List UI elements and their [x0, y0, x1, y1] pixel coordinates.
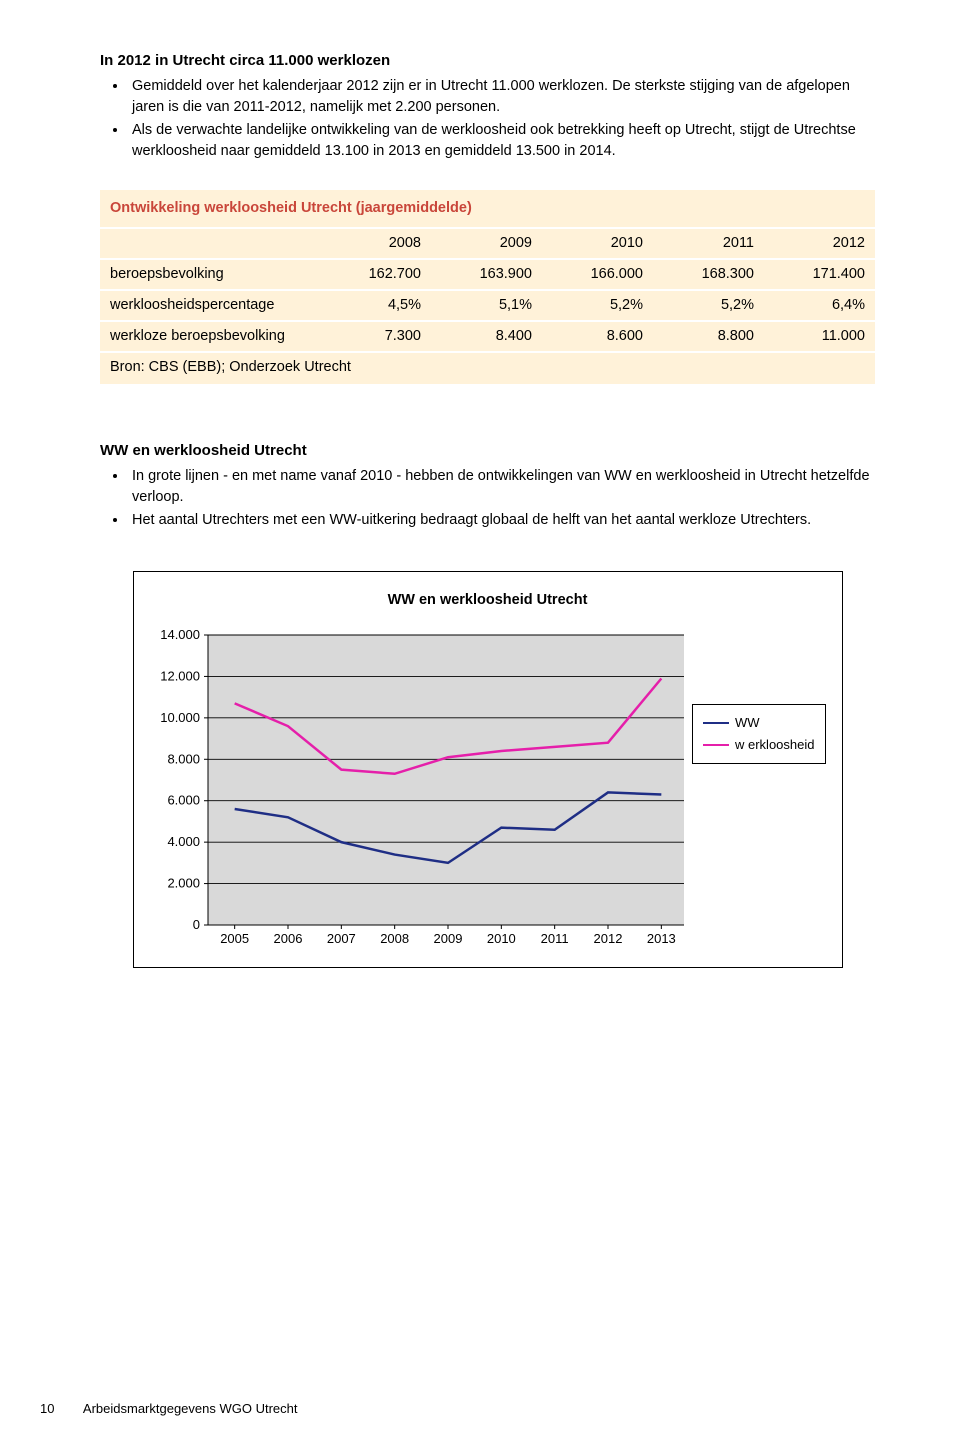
- line-chart: 0 2.000 4.000 6.000 8.000 10.000 12.000 14.000 2…: [150, 629, 685, 949]
- year-header: 2011: [653, 228, 764, 259]
- table-row: beroepsbevolking162.700163.900166.000168…: [100, 259, 875, 290]
- svg-text:2010: 2010: [486, 931, 515, 946]
- svg-text:4.000: 4.000: [167, 834, 200, 849]
- section2-bullets: In grote lijnen - en met name vanaf 2010…: [100, 466, 875, 531]
- svg-text:0: 0: [192, 917, 199, 932]
- cell: 6,4%: [764, 290, 875, 321]
- legend-item: w erkloosheid: [703, 736, 815, 755]
- footer-text: Arbeidsmarktgegevens WGO Utrecht: [83, 1401, 298, 1416]
- cell: 8.800: [653, 321, 764, 351]
- cell: 5,2%: [542, 290, 653, 321]
- section2-heading: WW en werkloosheid Utrecht: [100, 440, 875, 462]
- section1-bullets: Gemiddeld over het kalenderjaar 2012 zij…: [100, 76, 875, 162]
- year-header: 2010: [542, 228, 653, 259]
- cell: 4,5%: [320, 290, 431, 321]
- svg-text:6.000: 6.000: [167, 792, 200, 807]
- legend-item: WW: [703, 714, 815, 733]
- table-title: Ontwikkeling werkloosheid Utrecht (jaarg…: [100, 190, 875, 227]
- svg-text:10.000: 10.000: [160, 710, 200, 725]
- svg-text:2007: 2007: [326, 931, 355, 946]
- svg-text:2.000: 2.000: [167, 875, 200, 890]
- page-footer: 10 Arbeidsmarktgegevens WGO Utrecht: [0, 1400, 297, 1419]
- svg-text:14.000: 14.000: [160, 629, 200, 642]
- chart-title: WW en werkloosheid Utrecht: [150, 590, 826, 611]
- svg-text:2009: 2009: [433, 931, 462, 946]
- svg-text:12.000: 12.000: [160, 668, 200, 683]
- bullet-item: Als de verwachte landelijke ontwikkeling…: [128, 120, 875, 162]
- svg-text:2011: 2011: [540, 931, 568, 946]
- legend-swatch: [703, 722, 729, 724]
- cell: 11.000: [764, 321, 875, 351]
- cell: 8.600: [542, 321, 653, 351]
- legend-swatch: [703, 744, 729, 746]
- table-source: Bron: CBS (EBB); Onderzoek Utrecht: [100, 351, 875, 384]
- legend-label: WW: [735, 714, 760, 733]
- cell: 162.700: [320, 259, 431, 290]
- row-label: werkloosheidspercentage: [100, 290, 320, 321]
- cell: 7.300: [320, 321, 431, 351]
- year-header: 2012: [764, 228, 875, 259]
- svg-text:8.000: 8.000: [167, 751, 200, 766]
- cell: 168.300: [653, 259, 764, 290]
- table-row: werkloosheidspercentage4,5%5,1%5,2%5,2%6…: [100, 290, 875, 321]
- bullet-item: Gemiddeld over het kalenderjaar 2012 zij…: [128, 76, 875, 118]
- bullet-item: Het aantal Utrechters met een WW-uitkeri…: [128, 510, 875, 531]
- legend-label: w erkloosheid: [735, 736, 815, 755]
- svg-text:2005: 2005: [220, 931, 249, 946]
- row-label: beroepsbevolking: [100, 259, 320, 290]
- cell: 171.400: [764, 259, 875, 290]
- cell: 8.400: [431, 321, 542, 351]
- section1-heading: In 2012 in Utrecht circa 11.000 werkloze…: [100, 50, 875, 72]
- table-row: werkloze beroepsbevolking7.3008.4008.600…: [100, 321, 875, 351]
- cell: 5,1%: [431, 290, 542, 321]
- unemployment-table: Ontwikkeling werkloosheid Utrecht (jaarg…: [100, 190, 875, 384]
- page-number: 10: [40, 1400, 80, 1419]
- cell: 163.900: [431, 259, 542, 290]
- chart-container: WW en werkloosheid Utrecht 0 2.000 4.000 6.…: [133, 571, 843, 968]
- bullet-item: In grote lijnen - en met name vanaf 2010…: [128, 466, 875, 508]
- svg-text:2012: 2012: [593, 931, 622, 946]
- year-header: 2008: [320, 228, 431, 259]
- cell: 166.000: [542, 259, 653, 290]
- chart-legend: WW w erkloosheid: [692, 704, 826, 765]
- data-table: 20082009201020112012 beroepsbevolking162…: [100, 227, 875, 351]
- svg-text:2013: 2013: [646, 931, 675, 946]
- svg-text:2008: 2008: [380, 931, 409, 946]
- year-header: 2009: [431, 228, 542, 259]
- cell: 5,2%: [653, 290, 764, 321]
- row-label: werkloze beroepsbevolking: [100, 321, 320, 351]
- svg-text:2006: 2006: [273, 931, 302, 946]
